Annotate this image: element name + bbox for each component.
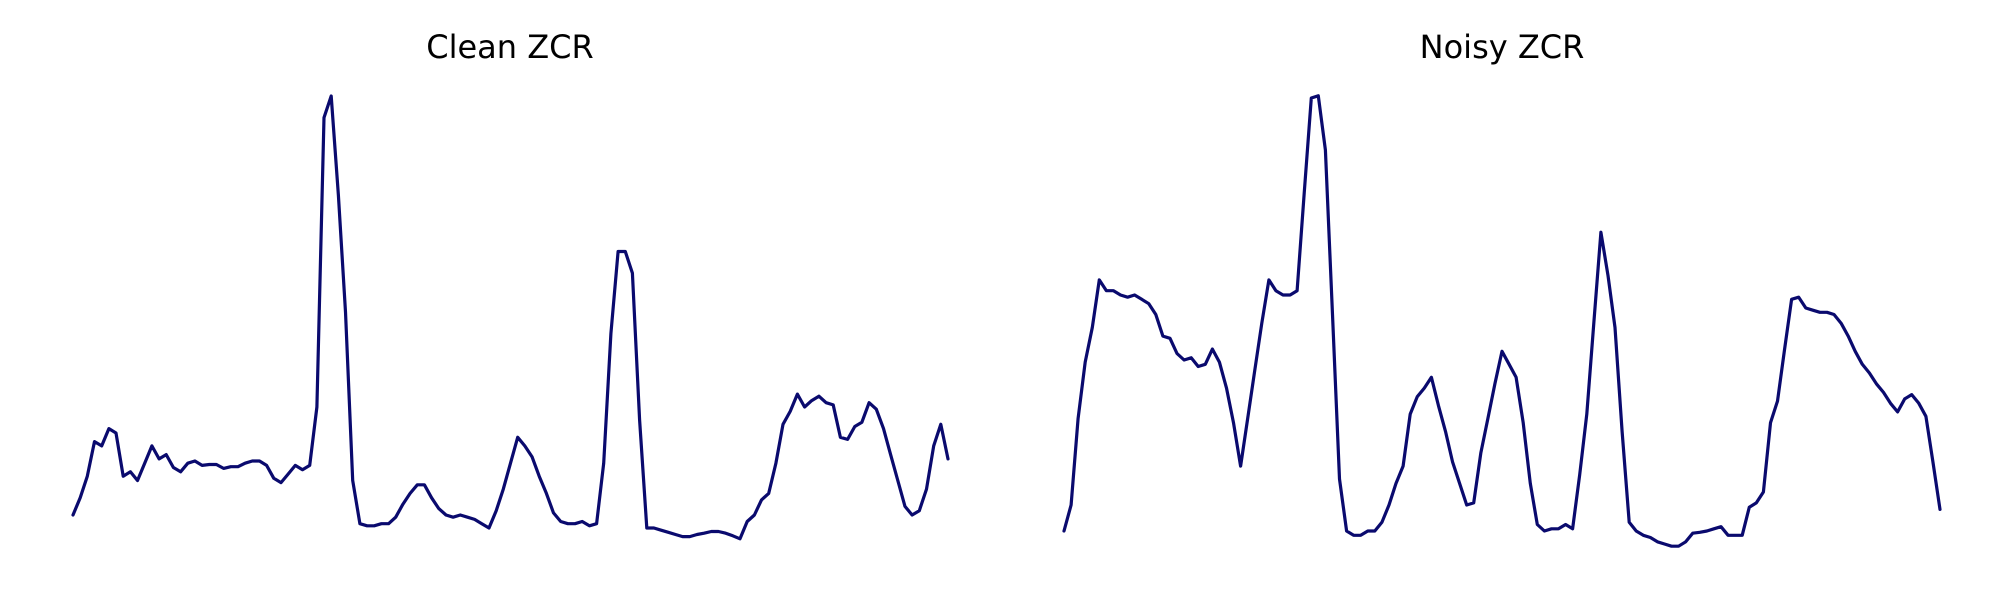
clean-zcr-series-line <box>71 94 950 541</box>
chart-title-noisy: Noisy ZCR <box>1420 28 1585 66</box>
clean-zcr-panel: Clean ZCR <box>71 28 950 541</box>
noisy-zcr-panel: Noisy ZCR <box>1062 28 1942 548</box>
noisy-zcr-series-line <box>1062 94 1942 548</box>
chart-title-clean: Clean ZCR <box>426 28 593 66</box>
